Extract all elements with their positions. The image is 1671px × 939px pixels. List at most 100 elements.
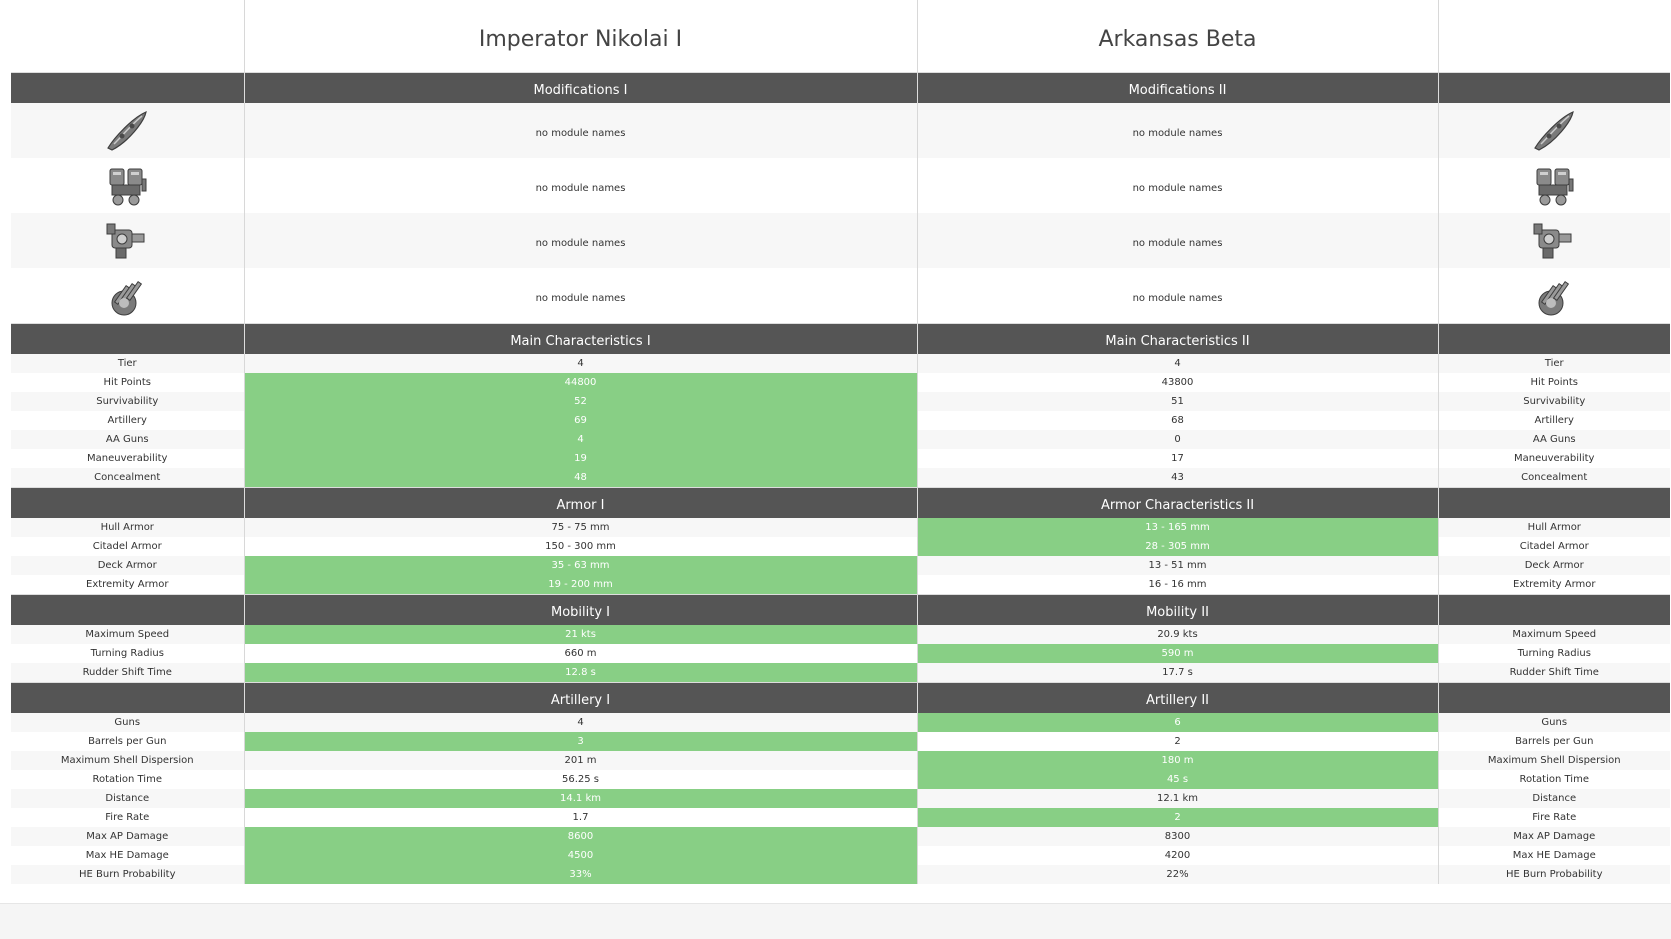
stat-value-left: 660 m [243,644,918,663]
stat-value-right: 17.7 s [917,663,1439,683]
empty-header-cell [11,487,244,518]
artillery-header-row: Artillery I Artillery II [11,682,1670,713]
stat-value-left: 75 - 75 mm [243,518,918,537]
armor-stat-row: Citadel Armor 150 - 300 mm 28 - 305 mm Cita… [11,537,1670,556]
main-header-left: Main Characteristics I [510,333,651,349]
stat-value-right: 68 [917,411,1439,430]
ship-title-right: Arkansas Beta [1098,26,1257,52]
stat-label: AA Guns [11,430,244,449]
module-name-left: no module names [535,238,626,249]
stat-label-right: Fire Rate [1532,812,1577,823]
stat-value-left: 19 [243,449,918,468]
stat-value-right: 22% [917,865,1439,884]
stat-label: Maximum Shell Dispersion [11,751,244,770]
module-left-cell: no module names [243,103,918,158]
stat-label-right: Max HE Damage [1512,850,1596,861]
modifications-header-left: Modifications I [533,82,628,98]
artillery-header-left: Artillery I [550,692,611,708]
armor-header-left: Armor I [556,497,605,513]
stat-value-right: 2 [917,808,1439,827]
stat-label: Hull Armor [11,518,244,537]
stat-label: Rudder Shift Time [11,663,244,683]
module-icon-cell [1438,103,1670,158]
artillery-header-right-cell: Artillery II [917,682,1439,713]
stat-value-left: 69 [243,411,918,430]
stat-value-right: 16 - 16 mm [917,575,1439,595]
empty-header-cell [11,323,244,354]
stat-label-right: Turning Radius [1517,648,1591,659]
artillery-stat-row: Maximum Shell Dispersion 201 m 180 m Maximu… [11,751,1670,770]
stat-value-right: 43 [917,468,1439,488]
armor-header-right: Armor Characteristics II [1100,497,1255,513]
armor-stat-row: Extremity Armor 19 - 200 mm 16 - 16 mm Extr… [11,575,1670,595]
main-stat-row: Survivability 52 51 Survivability [11,392,1670,411]
stat-label-right: Rotation Time [1519,774,1589,785]
armor-stat-row: Hull Armor 75 - 75 mm 13 - 165 mm Hull Armo… [11,518,1670,537]
stat-label: Extremity Armor [86,579,169,590]
stat-label-right: AA Guns [1438,430,1670,449]
stat-label-right: Tier [1438,354,1670,373]
ship-title-left-cell: Imperator Nikolai I [243,0,918,73]
artillery-stat-row: Rotation Time 56.25 s 45 s Rotation Time [11,770,1670,789]
stat-label-right: Survivability [1438,392,1670,411]
stat-label: Tier [11,354,244,373]
stat-value-right: 28 - 305 mm [917,537,1439,556]
stat-value-left: 4 [243,354,918,373]
modifications-header-right-cell: Modifications II [917,72,1439,103]
mobility-header-row: Mobility I Mobility II [11,594,1670,625]
stat-value-right: 0 [917,430,1439,449]
mobility-stat-row: Maximum Speed 21 kts 20.9 kts Maximum Speed [11,625,1670,644]
module-right-cell: no module names [917,103,1439,158]
stat-label: Hit Points [103,377,151,388]
stat-value-left: 4 [243,430,918,449]
stat-label-right: Deck Armor [1438,556,1670,575]
stat-label-right: Maneuverability [1514,453,1595,464]
main-stat-row: Tier 4 4 Tier [11,354,1670,373]
stat-value-left: 4500 [243,846,918,865]
stat-label: Maximum Speed [11,625,244,644]
stat-label: Max HE Damage [85,850,169,861]
mobility-header-right: Mobility II [1146,604,1209,620]
module-icon-cell [11,158,244,213]
stat-value-right: 6 [917,713,1439,732]
stat-value-right: 8300 [917,827,1439,846]
stat-value-right: 17 [917,449,1439,468]
stat-value-right: 180 m [917,751,1439,770]
main-battery-icon [1531,273,1577,319]
module-icon-cell [1438,158,1670,213]
stat-label-right: Max AP Damage [1438,827,1670,846]
stat-label: Artillery [107,415,147,426]
stat-value-left: 56.25 s [243,770,918,789]
module-row: no module names no module names [11,158,1670,213]
stat-label: Citadel Armor [92,541,162,552]
empty-cell [11,0,244,73]
fire-control-icon [1531,218,1577,264]
stat-value-left: 3 [243,732,918,751]
stat-label-right: Maximum Speed [1438,625,1670,644]
empty-header-cell [1438,487,1670,518]
empty-header-cell [1438,323,1670,354]
stat-label-right: Citadel Armor [1519,541,1589,552]
stat-label-right: Hull Armor [1438,518,1670,537]
module-name-left: no module names [535,128,626,139]
empty-header-cell [1438,594,1670,625]
main-stat-row: AA Guns 4 0 AA Guns [11,430,1670,449]
stat-value-right: 2 [917,732,1439,751]
fire-control-icon [104,218,150,264]
stat-label: Max AP Damage [11,827,244,846]
stat-label-right: Rudder Shift Time [1438,663,1670,683]
ship-title-left: Imperator Nikolai I [478,26,683,52]
stat-label: HE Burn Probability [11,865,244,884]
module-icon-cell [1438,268,1670,324]
module-icon-cell [11,268,244,324]
main-battery-icon [104,273,150,319]
module-left-cell: no module names [243,158,918,213]
stat-value-right: 4200 [917,846,1439,865]
module-icon-cell [11,103,244,158]
stat-value-right: 4 [917,354,1439,373]
armor-stat-row: Deck Armor 35 - 63 mm 13 - 51 mm Deck Armor [11,556,1670,575]
mobility-header-left: Mobility I [550,604,610,620]
stat-label: Fire Rate [105,812,150,823]
empty-header-cell [11,594,244,625]
stat-value-right: 51 [917,392,1439,411]
